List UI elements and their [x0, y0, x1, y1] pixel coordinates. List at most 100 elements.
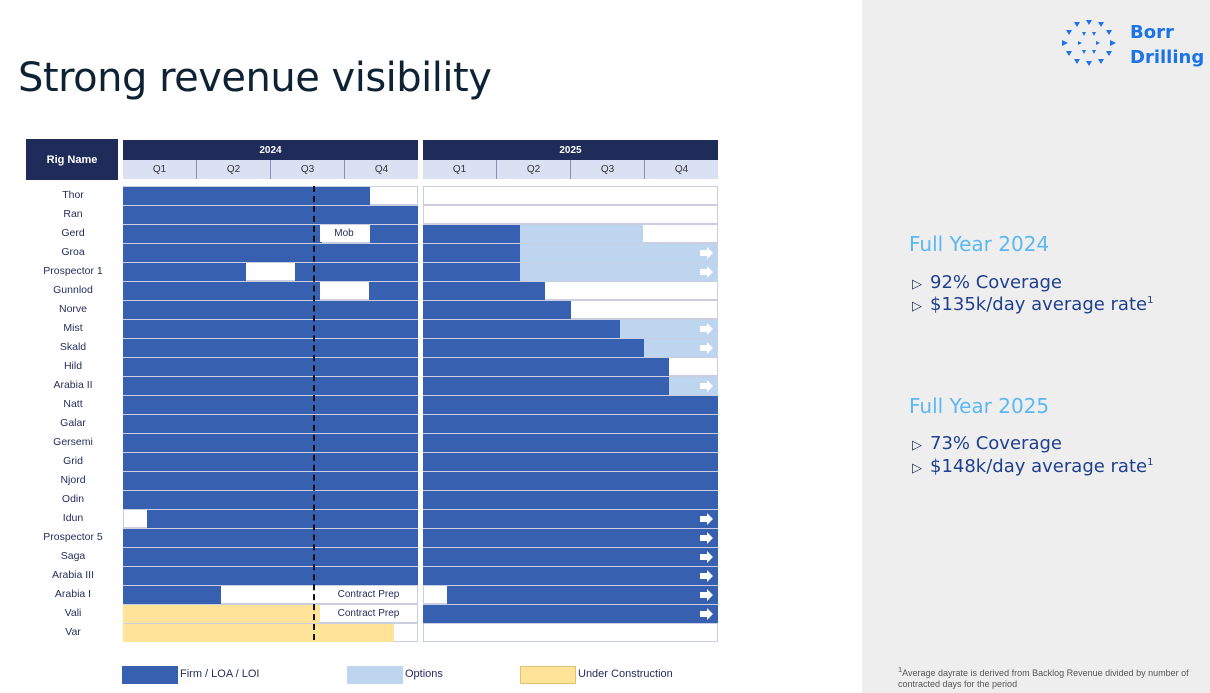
contract-bar-2025: [423, 510, 718, 528]
contract-bar-2024: [123, 206, 418, 224]
extension-arrow-icon: [700, 513, 713, 525]
contract-bar-2024: [123, 491, 418, 509]
contract-bar-2024: [370, 225, 418, 243]
fy2025-coverage: ▷ 73% Coverage: [912, 433, 1062, 454]
contract-bar-2024: [123, 567, 418, 585]
contract-bar-2024: [123, 301, 418, 319]
fy2025-coverage-text: 73% Coverage: [930, 433, 1062, 454]
contract-bar-2024: [123, 225, 323, 243]
contract-bar-2025: [423, 491, 718, 509]
rig-name-label: Gerd: [61, 227, 85, 239]
legend-under-construction-label: Under Construction: [578, 668, 673, 680]
year-header-2025: 2025: [423, 140, 718, 161]
rig-name-label: Gunnlod: [53, 284, 93, 296]
rig-name-label: Arabia II: [53, 379, 93, 391]
contract-bar-2024: [123, 320, 418, 338]
quarter-label: Q4: [644, 160, 718, 179]
rig-name-label: Thor: [62, 189, 84, 201]
legend-firm-swatch: [122, 666, 178, 684]
extension-arrow-icon: [700, 551, 713, 563]
contract-prep-label: Contract Prep: [320, 586, 417, 603]
contract-bar-2025: [423, 453, 718, 471]
fy2024-coverage: ▷ 92% Coverage: [912, 272, 1062, 293]
contract-bar-2025: [423, 244, 521, 262]
contract-bar-2024: [123, 472, 418, 490]
quarter-label: Q3: [570, 160, 644, 179]
fy2025-rate: ▷ $148k/day average rate1: [912, 456, 1153, 477]
row-background-2025: [423, 186, 718, 205]
contract-bar-2024: [123, 358, 418, 376]
legend-under-construction-swatch: [520, 666, 576, 684]
legend-options-swatch: [347, 666, 403, 684]
rig-name-label: Prospector 1: [43, 265, 103, 277]
extension-arrow-icon: [700, 323, 713, 335]
contract-bar-2025: [423, 529, 718, 547]
contract-bar-2025: [423, 263, 521, 281]
quarters-row-2024: Q1 Q2 Q3 Q4: [123, 160, 418, 179]
mob-label: Mob: [320, 225, 368, 242]
contract-bar-2025: [447, 586, 718, 604]
contract-bar-2024: [123, 453, 418, 471]
contract-bar-2025: [520, 225, 643, 243]
rig-name-label: Njord: [60, 474, 86, 486]
extension-arrow-icon: [700, 342, 713, 354]
current-date-marker: [313, 186, 315, 640]
triangle-bullet-icon: ▷: [912, 438, 922, 453]
footnote-text: Average dayrate is derived from Backlog …: [898, 668, 1189, 689]
contract-bar-2025: [423, 358, 669, 376]
rig-name-label: Saga: [60, 550, 86, 562]
contract-bar-2024: [123, 434, 418, 452]
legend-firm-label: Firm / LOA / LOI: [180, 668, 260, 680]
footnote: 1Average dayrate is derived from Backlog…: [898, 664, 1198, 690]
quarter-label: Q1: [452, 164, 467, 175]
rig-name-label: Mist: [63, 322, 83, 334]
triangle-bullet-icon: ▷: [912, 277, 922, 292]
contract-bar-2025: [423, 548, 718, 566]
footnote-marker: 1: [898, 665, 903, 674]
rig-name-label: Galar: [60, 417, 86, 429]
contract-bar-2024: [123, 377, 418, 395]
quarter-label: Q1: [152, 164, 167, 175]
contract-bar-2025: [423, 472, 718, 490]
extension-arrow-icon: [700, 608, 713, 620]
contract-bar-2025: [423, 605, 718, 623]
contract-bar-2025: [423, 434, 718, 452]
quarter-label: Q3: [270, 160, 344, 179]
rig-name-label: Norve: [58, 303, 87, 315]
contract-bar-2025: [423, 225, 521, 243]
extension-arrow-icon: [700, 247, 713, 259]
logo-text-line1: Borr: [1130, 22, 1174, 43]
contract-bar-2024: [123, 624, 394, 642]
contract-bar-2025: [423, 396, 718, 414]
rig-name-label: Groa: [61, 246, 85, 258]
rig-name-label: Prospector 5: [43, 531, 103, 543]
rig-name-label: Idun: [62, 512, 84, 524]
contract-bar-2024: [368, 282, 418, 300]
contract-bar-2024: [123, 339, 418, 357]
right-panel: [862, 0, 1210, 693]
extension-arrow-icon: [700, 266, 713, 278]
page-title: Strong revenue visibility: [18, 55, 492, 101]
extension-arrow-icon: [700, 532, 713, 544]
quarter-label: Q2: [196, 160, 270, 179]
contract-bar-2024: [294, 263, 418, 281]
contract-bar-2025: [423, 377, 669, 395]
quarters-row-2025: Q1 Q2 Q3 Q4: [423, 160, 718, 179]
contract-bar-2025: [423, 415, 718, 433]
contract-bar-2025: [520, 263, 718, 281]
contract-prep-label: Contract Prep: [320, 605, 417, 622]
contract-bar-2025: [423, 339, 645, 357]
quarter-label: Q4: [344, 160, 418, 179]
rig-name-label: Vali: [64, 607, 82, 619]
rig-name-label: Arabia I: [54, 588, 92, 600]
fy2024-rate: ▷ $135k/day average rate1: [912, 294, 1153, 315]
rig-name-label: Ran: [63, 208, 83, 220]
contract-bar-2025: [423, 320, 620, 338]
quarter-label: Q2: [496, 160, 570, 179]
extension-arrow-icon: [700, 589, 713, 601]
contract-bar-2025: [520, 244, 718, 262]
rig-name-label: Var: [65, 626, 81, 638]
contract-bar-2024: [123, 586, 222, 604]
legend-options-label: Options: [405, 668, 443, 680]
row-background-2025: [423, 205, 718, 224]
